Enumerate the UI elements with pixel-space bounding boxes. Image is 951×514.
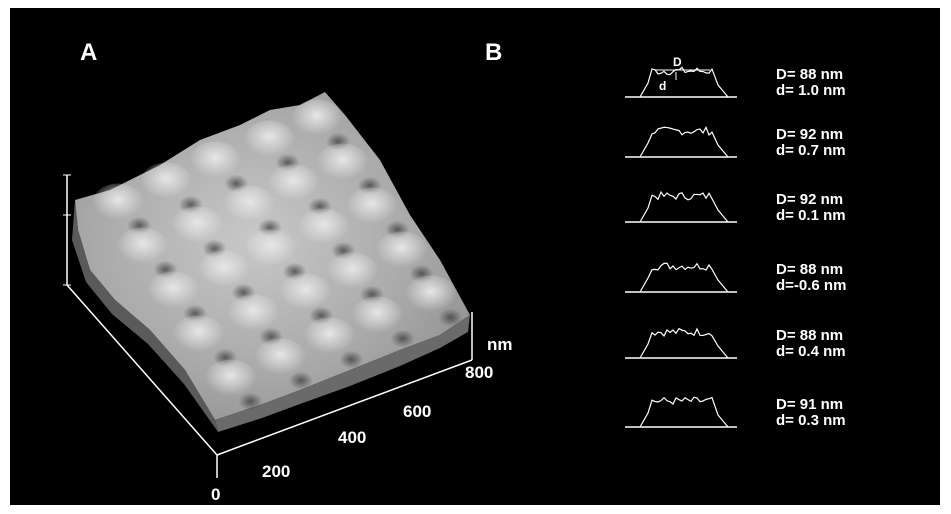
surface-pit	[288, 371, 313, 390]
annotation: D	[673, 55, 682, 69]
y-axis	[66, 284, 218, 456]
profile-width: D= 88 nm	[776, 66, 843, 83]
annotation: d	[659, 79, 666, 93]
profile-depth: d= 0.7 nm	[776, 142, 846, 159]
axes	[66, 175, 473, 478]
surface-bump	[189, 141, 242, 182]
profile-width: D= 91 nm	[776, 396, 843, 413]
surface-pit	[390, 329, 415, 348]
profile-curve	[639, 396, 729, 428]
surface-bump	[244, 229, 297, 270]
surface-bump	[171, 206, 224, 247]
profile-curve	[639, 66, 729, 98]
tick-label: 0	[211, 485, 220, 504]
surface-bump	[375, 231, 428, 272]
surface-bump	[197, 250, 250, 291]
axis-unit: nm	[487, 335, 513, 354]
surface-bump	[172, 315, 225, 356]
profile-width: D= 92 nm	[776, 191, 843, 208]
profile-curve	[639, 327, 729, 359]
profile-depth: d=-0.6 nm	[776, 277, 846, 294]
panel-label: A	[80, 39, 97, 66]
surface-bump	[316, 143, 369, 184]
surface-bump	[254, 338, 307, 379]
profile-depth: d= 0.3 nm	[776, 412, 846, 429]
profile-curve	[639, 125, 729, 158]
surface-pit	[238, 392, 263, 411]
surface-bump	[351, 296, 404, 337]
surface-bump	[243, 120, 296, 161]
surface-bump	[116, 227, 169, 268]
surface-bump	[297, 208, 350, 249]
profile-curve	[639, 190, 729, 223]
surface-pit	[339, 350, 364, 369]
surface-bump	[279, 273, 332, 314]
surface-pit	[438, 308, 463, 327]
profile-width: D= 88 nm	[776, 261, 843, 278]
x-axis	[216, 359, 473, 456]
profile-curve	[639, 262, 729, 293]
surface-bump	[345, 187, 398, 228]
surface-bump	[147, 271, 200, 312]
tick-label: 800	[465, 363, 493, 382]
profile-width: D= 92 nm	[776, 126, 843, 143]
surface-front	[215, 315, 470, 432]
surface-bump	[267, 164, 320, 205]
surface-bump	[326, 252, 379, 293]
profile-depth: d= 0.1 nm	[776, 207, 846, 224]
surface-bump	[91, 183, 144, 224]
surface-bump	[223, 185, 276, 226]
surface-side	[72, 200, 218, 432]
surface-bump	[303, 317, 356, 358]
tick-label: 600	[403, 402, 431, 421]
profile-depth: d= 0.4 nm	[776, 343, 846, 360]
profile-width: D= 88 nm	[776, 327, 843, 344]
afm-surface	[72, 92, 470, 432]
tick-label: 200	[262, 462, 290, 481]
tick-label: 400	[338, 428, 366, 447]
surface-bump	[204, 359, 257, 400]
surface-bump	[290, 99, 343, 140]
surface-bump	[227, 294, 280, 335]
profile-depth: d= 1.0 nm	[776, 82, 846, 99]
surface-bump	[404, 275, 457, 316]
panel-label: B	[485, 39, 502, 66]
surface-bump	[140, 162, 193, 203]
